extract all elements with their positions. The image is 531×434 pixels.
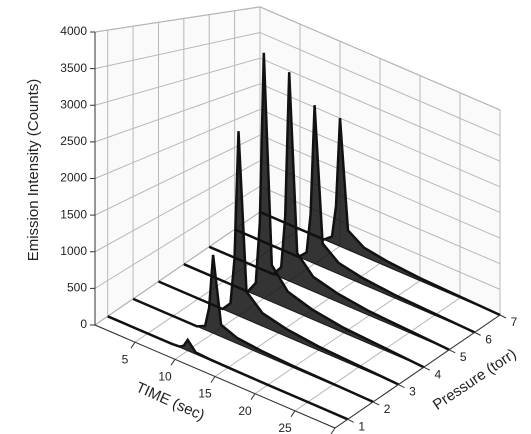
z-grid-line xyxy=(94,134,261,216)
z-axis-title: Emission Intensity (Counts) xyxy=(25,79,42,262)
trace-fill xyxy=(209,72,450,350)
z-grid-line xyxy=(94,32,261,70)
z-tick-label: 4000 xyxy=(60,24,87,38)
z-tick-label: 2000 xyxy=(60,171,87,185)
x-tick-label: 10 xyxy=(158,370,172,384)
y-tick-label: 4 xyxy=(435,367,442,381)
x-tick xyxy=(250,393,256,400)
x-grid-line xyxy=(294,297,461,412)
z-tick-label: 0 xyxy=(80,317,87,331)
z-grid-line xyxy=(94,185,261,289)
trace-line xyxy=(259,118,501,317)
z-tick-label: 1000 xyxy=(60,244,87,258)
trace-line xyxy=(132,254,374,404)
trace-line xyxy=(183,52,425,369)
x-grid-line xyxy=(254,280,421,395)
x-tick-label: 20 xyxy=(238,404,252,418)
z-tick-label: 3000 xyxy=(60,97,87,111)
y-axis-line xyxy=(334,314,501,429)
z-tick-label: 2500 xyxy=(60,134,87,148)
y-tick-label: 7 xyxy=(511,315,518,329)
x-tick xyxy=(170,359,176,366)
z-grid-line xyxy=(94,160,261,253)
y-tick xyxy=(398,384,405,388)
y-tick-label: 2 xyxy=(384,402,391,416)
y-axis-title: Pressure (torr) xyxy=(430,345,520,413)
z-grid-line xyxy=(94,108,261,179)
trace-line xyxy=(158,131,400,386)
y-tick xyxy=(347,418,354,423)
z-tick-label: 500 xyxy=(67,281,87,295)
z-tick-label: 1500 xyxy=(60,207,87,221)
trace-line xyxy=(208,72,450,351)
y-tick xyxy=(474,331,481,336)
x-tick xyxy=(290,410,296,418)
x-tick-label: 25 xyxy=(278,421,292,434)
x-axis-line xyxy=(94,324,336,429)
y-tick xyxy=(449,349,456,354)
trace-line xyxy=(107,315,349,421)
x-grid-line xyxy=(174,245,341,360)
y-tick-label: 1 xyxy=(358,419,365,433)
y-tick-label: 3 xyxy=(409,385,416,399)
y-tick-label: 5 xyxy=(460,350,467,364)
z-grid-line xyxy=(94,211,261,326)
x-grid-line xyxy=(214,263,381,377)
x-tick xyxy=(210,376,216,383)
x-tick-label: 15 xyxy=(198,387,212,401)
x-tick xyxy=(130,341,136,349)
x-tick-label: 5 xyxy=(122,352,129,366)
x-tick xyxy=(330,427,336,434)
y-tick xyxy=(372,401,380,406)
z-grid-line xyxy=(94,83,261,143)
x-axis-title: TIME (sec) xyxy=(133,379,207,424)
y-tick-label: 6 xyxy=(485,333,492,347)
y-tick xyxy=(423,366,431,371)
y-tick xyxy=(499,314,507,319)
z-tick-label: 3500 xyxy=(60,61,87,75)
z-grid-line xyxy=(94,6,261,33)
z-grid-line xyxy=(94,57,261,106)
trace-line xyxy=(234,105,476,334)
